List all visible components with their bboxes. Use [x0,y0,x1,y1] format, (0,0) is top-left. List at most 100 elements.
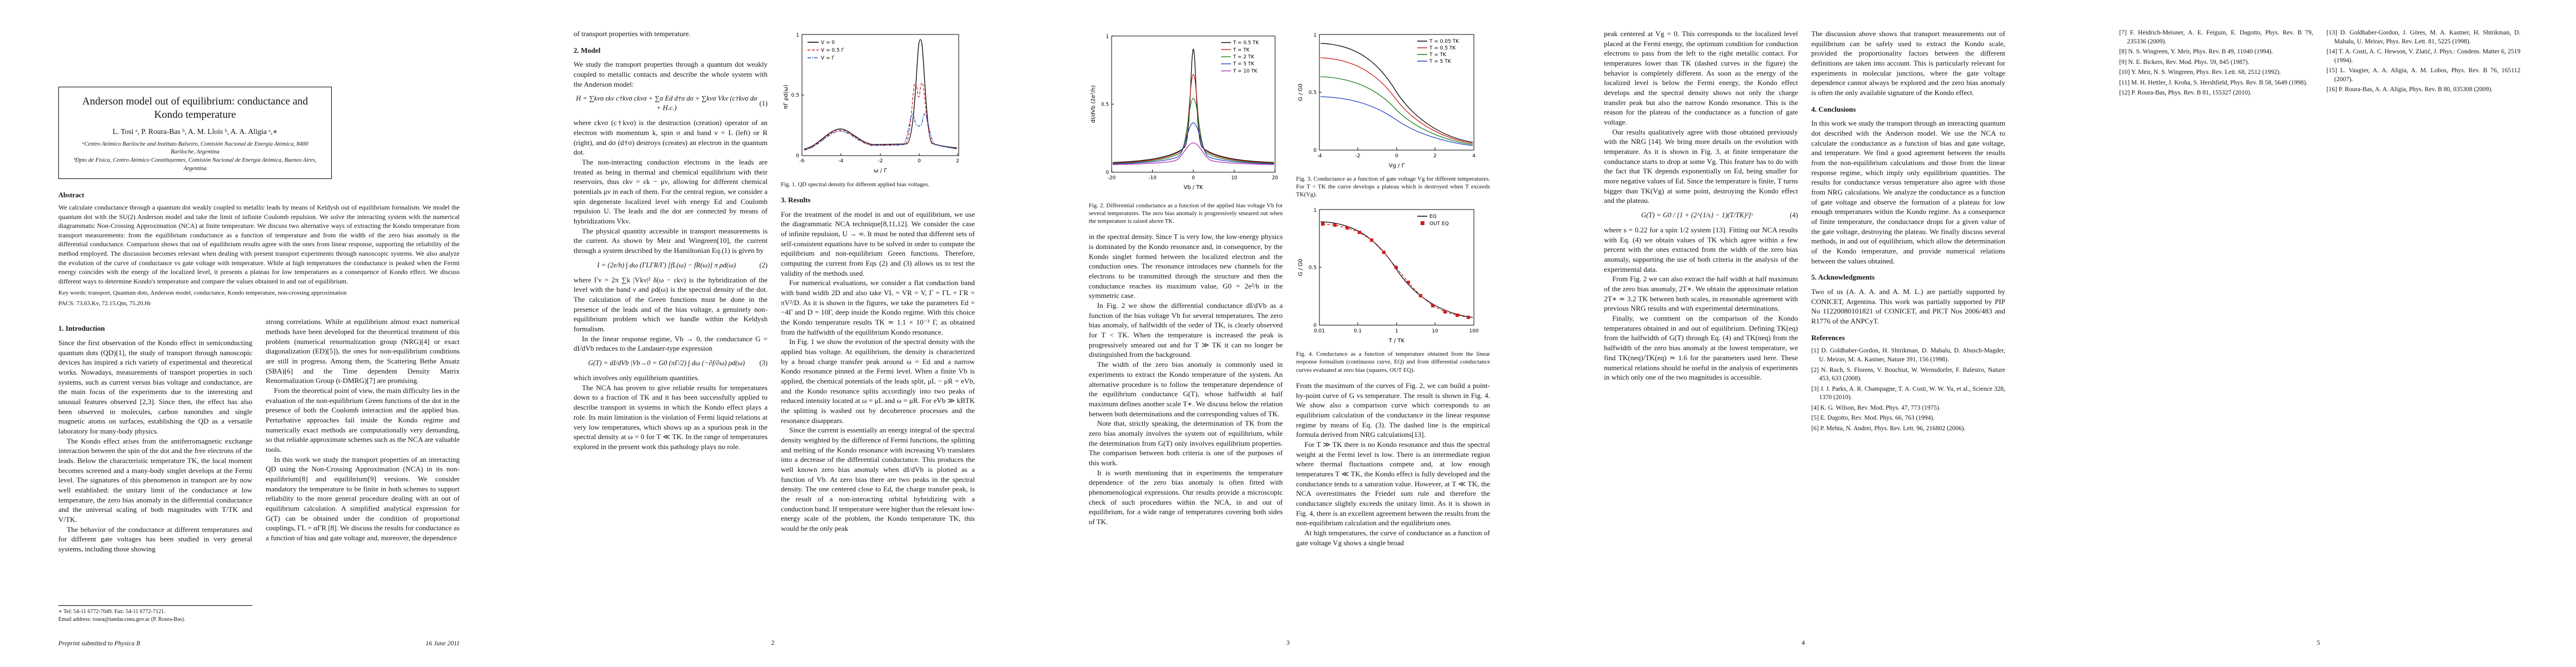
fig4-curve-eq [1320,221,1473,318]
page3-left-column: -20 -10 0 10 20 0 0.5 1 [1089,29,1283,547]
body-paragraph: At high temperatures, the curve of condu… [1296,528,1490,547]
svg-text:OUT EQ: OUT EQ [1429,221,1449,227]
page4-columns: peak centered at Vg = 0. This correspond… [1604,29,2005,435]
body-paragraph: The width of the zero bias anomaly is co… [1089,360,1283,418]
footnote-email: Email address: roura@tandar.cnea.gov.ar … [58,616,186,623]
fig2-caption: Fig. 2. Differential conductance as a fu… [1089,202,1283,225]
footnote-block: ∗ Tel: 54-11 6772-7049. Fax: 54-11 6772-… [58,605,252,624]
fig3-curve-t1 [1320,76,1473,145]
fig4-axis-ticks [1319,209,1474,326]
svg-text:EQ: EQ [1429,214,1437,220]
equation-number: (4) [1790,211,1798,220]
page2-right-column: -6 -4 -2 0 2 0 0.5 1 [781,29,975,534]
fig4-legend: EQ OUT EQ [1417,214,1449,227]
body-paragraph: of transport properties with temperature… [574,29,691,38]
equation-1: H = ∑kνσ εkν c†kνσ ckνσ + ∑σ Ed d†σ dσ +… [574,94,768,113]
svg-text:20: 20 [1272,176,1279,181]
fig3-curve-t5 [1320,96,1473,146]
svg-text:1: 1 [1313,208,1317,213]
svg-text:0: 0 [1192,176,1195,181]
svg-text:-2: -2 [878,158,883,164]
svg-text:-2: -2 [1356,153,1361,159]
svg-text:1: 1 [796,33,799,38]
svg-text:2: 2 [1433,153,1437,159]
reference-item: [14] T. A. Costi, A. C. Hewson, V. Zlati… [2326,48,2520,64]
page-5: [7] F. Heidrich-Meisner, A. E. Feiguin, … [2061,0,2576,667]
page1-right-column: strong correlations. While at equilibriu… [266,317,460,554]
page3-right-column: -4 -2 0 2 4 0 0.5 1 [1296,29,1490,547]
footer-date: 16 June 2011 [425,640,460,647]
figure-1: -6 -4 -2 0 2 0 0.5 1 [781,30,975,188]
body-paragraph: In this work we study the transport prop… [266,455,460,542]
fig4-plot: 0.01 0.1 1 10 100 0 0.5 1 [1298,208,1479,344]
fig2-curve-t05 [1113,48,1274,163]
fig3-ylabel: G / G0 [1298,83,1304,101]
fig1-caption: Fig. 1. QD spectral density for differen… [781,181,930,188]
page-1: Anderson model out of equilibrium: condu… [0,0,515,667]
svg-text:1: 1 [1395,328,1398,334]
page5-left-column: [7] F. Heidrich-Meisner, A. E. Feiguin, … [2119,29,2313,99]
equation-number: (1) [759,99,768,107]
equation-body: H = ∑kνσ εkν c†kνσ ckνσ + ∑σ Ed d†σ dσ +… [576,94,758,112]
equation-3: G(T) = dI/dVb |Vb→0 = G0 (πΓ/2) ∫ dω (−∂… [574,359,768,368]
reference-item: [3] J. J. Parks, A. R. Champagne, T. A. … [1811,385,2005,401]
svg-text:-10: -10 [1148,176,1157,181]
page1-footer: Preprint submitted to Physica B 16 June … [58,640,460,647]
page-number: 2 [771,639,775,646]
fig3-curve-t005 [1320,43,1473,143]
reference-item: [10] Y. Meir, N. S. Wingreen, Phys. Rev.… [2119,69,2281,76]
fig2-curve-t5 [1113,122,1274,165]
fig3-plot: -4 -2 0 2 4 0 0.5 1 [1298,33,1476,169]
reference-item: [15] L. Vaugier, A. A. Aligia, A. M. Lob… [2326,67,2520,83]
reference-item: [2] N. Roch, S. Florens, V. Bouchiat, W.… [1811,366,2005,382]
reference-item: [8] N. S. Wingreen, Y. Meir, Phys. Rev. … [2119,48,2273,56]
page4-right-column: The discussion above shows that transpor… [1811,29,2005,435]
fig4-curve-outeq-line [1322,223,1469,318]
reference-item: [6] P. Mehta, N. Andrei, Phys. Rev. Lett… [1811,425,1966,432]
svg-text:0.1: 0.1 [1354,328,1362,334]
references-heading: References [1811,333,1845,342]
svg-text:2: 2 [956,158,959,164]
fig2-axis-ticks [1111,36,1275,173]
body-paragraph: Since the current is essentially an ener… [781,426,975,533]
section-heading-conclusions: 4. Conclusions [1811,104,1856,113]
page3-columns: -2 0 -10 0 10 20 0 0.5 1 [1089,29,1490,547]
reference-item: [7] F. Heidrich-Meisner, A. E. Feiguin, … [2119,29,2313,45]
svg-text:10: 10 [1231,176,1238,181]
body-paragraph: Finally, we comment on the comparison of… [1604,314,1798,382]
section-heading-introduction: 1. Introduction [58,324,105,333]
svg-text:0.5: 0.5 [1101,102,1109,107]
fig2-plot: -20 -10 0 10 20 0 0.5 1 [1090,34,1279,191]
page2-left-column: of transport properties with temperature… [574,29,768,534]
svg-text:V = Γ: V = Γ [821,56,834,61]
pacs-line: PACS: 73.63.Kv, 72.15.Qm, 75.20.Hr [58,300,151,307]
acknowledgments-text: Two of us (A. A. A. and A. M. L.) are pa… [1811,287,2005,326]
reference-item: [12] P. Roura-Bas, Phys. Rev. B 81, 1553… [2119,89,2252,97]
figure-4: 0.01 0.1 1 10 100 0 0.5 1 [1296,205,1490,374]
page-number: 3 [1286,639,1290,646]
fig3-xlabel: Vg / Γ [1389,163,1405,169]
reference-item: [16] P. Roura-Bas, A. A. Aligia, Phys. R… [2326,86,2493,93]
svg-text:T = TK: T = TK [1429,52,1447,58]
affiliation-b: ᵇDpto de Física, Centro Atómico Constitu… [73,157,317,172]
page2-columns: of transport properties with temperature… [574,29,975,534]
body-paragraph: From the maximum of the curves of Fig. 2… [1296,381,1490,439]
authors-line: L. Tosi ᵃ, P. Roura-Bas ᵇ, A. M. Llois ᵇ… [112,127,278,136]
abstract-text: We calculate conductance through a quant… [58,203,460,285]
svg-text:0: 0 [1395,153,1398,159]
fig4-tick-labels: 0.01 0.1 1 10 100 0 0.5 1 [1309,208,1479,334]
body-paragraph: peak centered at Vg = 0. This correspond… [1604,29,1798,127]
svg-text:T = 5 TK: T = 5 TK [1429,59,1452,64]
equation-number: (2) [759,261,768,269]
body-paragraph: strong correlations. While at equilibriu… [266,317,460,385]
equation-body: G(T) = dI/dVb |Vb→0 = G0 (πΓ/2) ∫ dω (−∂… [588,359,745,367]
body-paragraph: The Kondo effect arises from the antifer… [58,436,252,524]
page-2: of transport properties with temperature… [515,0,1030,667]
svg-text:T = 0.05 TK: T = 0.05 TK [1429,39,1459,44]
page1-left-column: 1. Introduction Since the first observat… [58,317,252,554]
body-paragraph: For numerical evaluations, we consider a… [781,278,975,336]
body-paragraph: Our results qualitatively agree with tho… [1604,127,1798,205]
svg-text:0: 0 [1313,148,1317,153]
body-paragraph: In this work we study the transport thro… [1811,119,2005,265]
